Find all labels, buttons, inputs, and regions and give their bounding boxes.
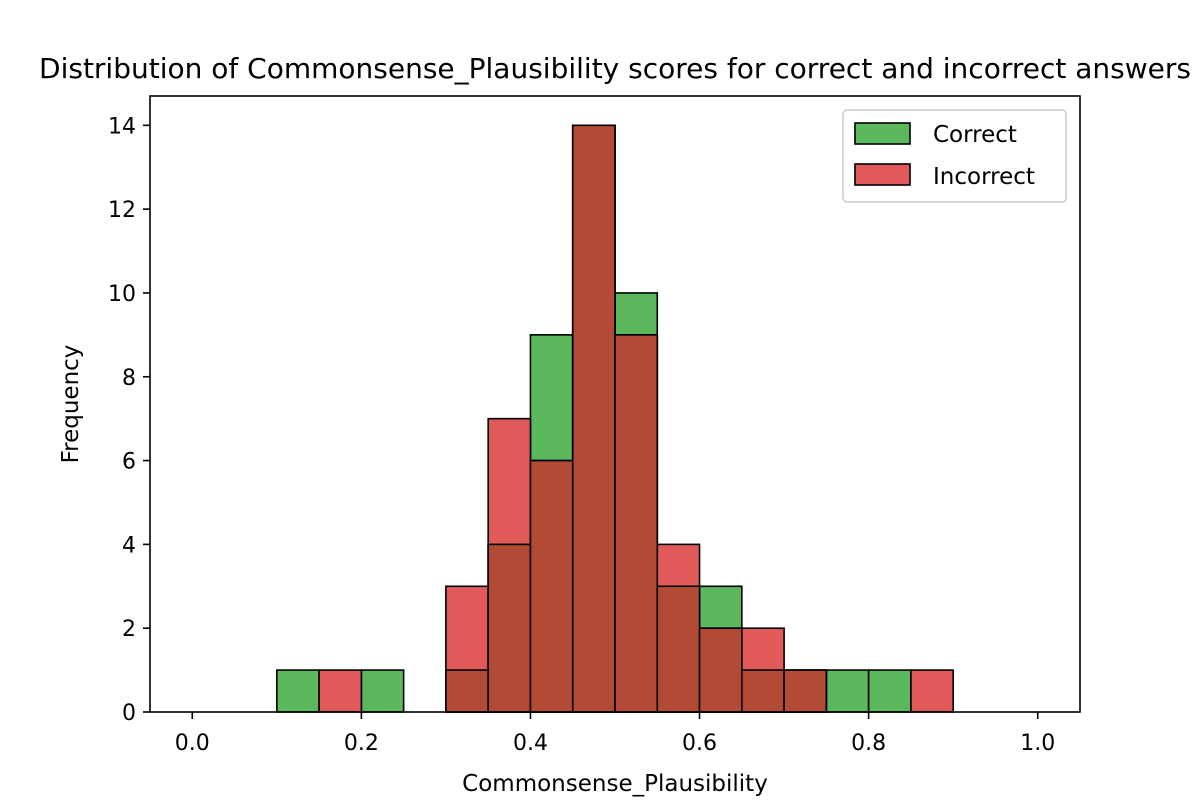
bar-overlap-12 bbox=[698, 627, 743, 713]
bar-incorrect-17 bbox=[910, 669, 954, 713]
bar-overlap-14 bbox=[783, 669, 828, 713]
y-tick-label: 10 bbox=[108, 282, 136, 307]
legend-label-incorrect: Incorrect bbox=[933, 164, 1035, 190]
x-tick-label: 0.6 bbox=[682, 731, 717, 756]
x-axis-ticks: 0.0 0.2 0.4 0.6 0.8 1.0 bbox=[175, 712, 1055, 756]
bar-overlap-6 bbox=[445, 669, 489, 713]
bar-overlap-7 bbox=[487, 543, 532, 713]
bar-overlap-9 bbox=[571, 124, 616, 713]
y-tick-label: 6 bbox=[122, 450, 136, 475]
x-tick-label: 0.8 bbox=[851, 731, 886, 756]
y-tick-label: 4 bbox=[122, 533, 136, 558]
chart-title: Distribution of Commonsense_Plausibility… bbox=[39, 52, 1191, 85]
y-axis-label: Frequency bbox=[58, 345, 84, 464]
bar-correct-4 bbox=[360, 669, 405, 713]
bar-correct-2 bbox=[276, 669, 320, 713]
x-axis-label: Commonsense_Plausibility bbox=[462, 771, 768, 797]
y-axis-ticks: 0 2 4 6 8 10 12 14 bbox=[108, 114, 150, 726]
x-tick-label: 0.2 bbox=[344, 731, 379, 756]
y-tick-label: 14 bbox=[108, 114, 136, 139]
bar-correct-15 bbox=[825, 669, 870, 713]
x-tick-label: 0.0 bbox=[175, 731, 210, 756]
plot-frame bbox=[149, 95, 1081, 713]
bar-overlap-11 bbox=[656, 585, 701, 713]
y-tick-label: 12 bbox=[108, 198, 136, 223]
bars-group bbox=[276, 124, 954, 713]
bar-overlap-10 bbox=[614, 334, 659, 713]
y-tick-label: 8 bbox=[122, 366, 136, 391]
legend-label-correct: Correct bbox=[933, 122, 1017, 148]
y-tick-label: 0 bbox=[122, 701, 136, 726]
legend-swatch-correct bbox=[854, 122, 911, 145]
x-tick-label: 0.4 bbox=[513, 731, 548, 756]
bar-overlap-13 bbox=[741, 669, 785, 713]
bar-incorrect-3 bbox=[318, 669, 363, 713]
legend-swatch-incorrect bbox=[854, 163, 911, 186]
legend: Correct Incorrect bbox=[842, 109, 1067, 203]
bar-correct-16 bbox=[867, 669, 912, 713]
x-tick-label: 1.0 bbox=[1020, 731, 1055, 756]
y-tick-label: 2 bbox=[122, 617, 136, 642]
bar-overlap-8 bbox=[529, 459, 574, 713]
